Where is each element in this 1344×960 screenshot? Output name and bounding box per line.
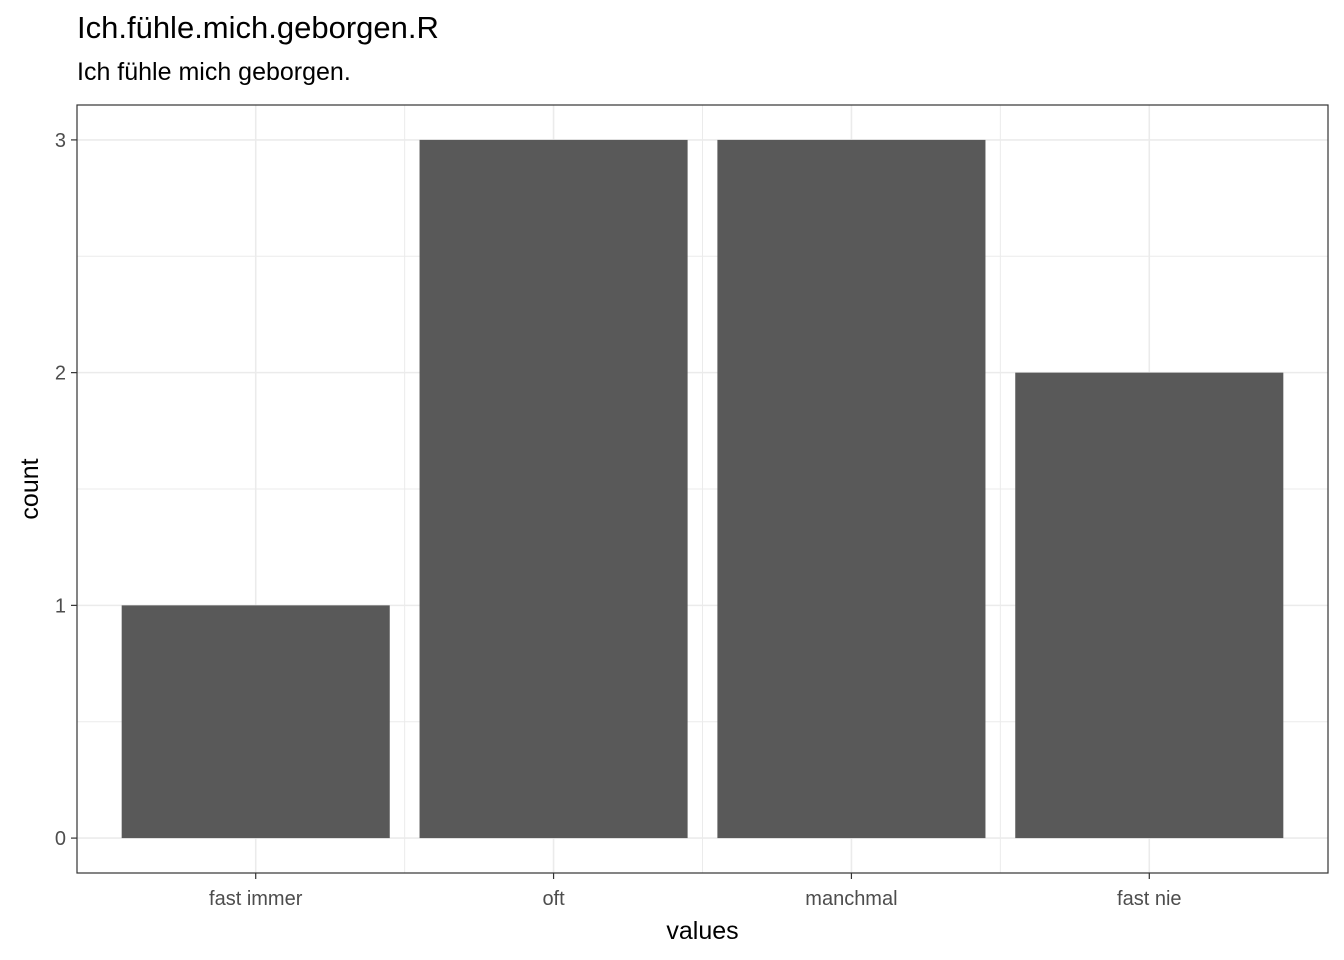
panel-border <box>76 104 1329 874</box>
x-tick-label: fast nie <box>1117 888 1181 910</box>
y-tick-label: 1 <box>55 595 66 617</box>
bar <box>1015 372 1284 839</box>
y-tick-label: 0 <box>55 828 66 850</box>
y-axis-title: count <box>16 458 44 519</box>
bar <box>717 139 986 839</box>
y-axis: 0 1 2 3 <box>55 130 77 850</box>
x-tick-label: manchmal <box>805 888 897 910</box>
chart-subtitle: Ich fühle mich geborgen. <box>77 58 351 86</box>
bar <box>419 139 688 839</box>
bars <box>121 139 1284 839</box>
bar <box>121 605 390 839</box>
x-axis: fast immer oft manchmal fast nie <box>209 873 1182 910</box>
y-tick-label: 3 <box>55 130 66 152</box>
chart-title: Ich.fühle.mich.geborgen.R <box>77 10 439 45</box>
x-tick-label: oft <box>542 888 565 910</box>
x-tick-label: fast immer <box>209 888 303 910</box>
x-axis-title: values <box>666 917 738 945</box>
y-tick-label: 2 <box>55 363 66 385</box>
